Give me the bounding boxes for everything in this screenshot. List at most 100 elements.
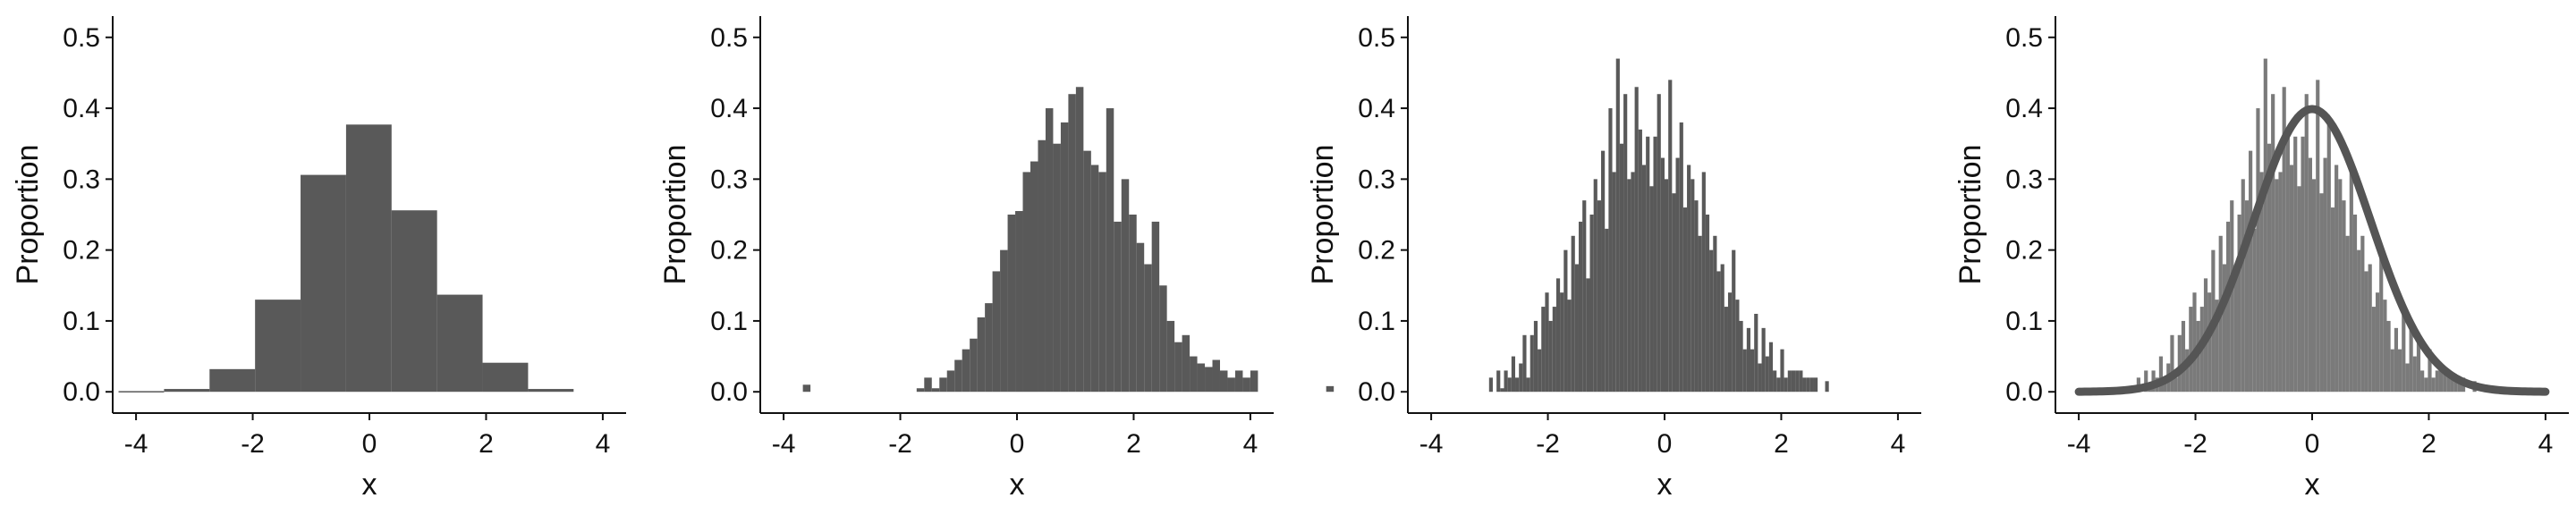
histogram-bar: [1212, 359, 1220, 393]
y-tick-label: 0.4: [710, 94, 748, 123]
histogram-bar: [1582, 200, 1587, 393]
histogram-bar: [1631, 172, 1635, 393]
histogram-bar: [2360, 235, 2365, 393]
y-tick-label: 0.0: [63, 377, 100, 407]
histogram-bar: [1068, 94, 1076, 393]
histogram-bar: [1732, 249, 1736, 393]
x-tick-label: -2: [888, 429, 912, 459]
histogram-bar: [1522, 334, 1527, 393]
y-tick-label: 0.2: [63, 236, 100, 266]
y-tick-label: 0.2: [710, 236, 748, 266]
histogram-bar: [1754, 314, 1758, 393]
histogram-bar: [1668, 80, 1673, 393]
histogram-bar: [1538, 349, 1542, 393]
histogram-bar: [2267, 143, 2272, 393]
y-tick-label: 0.1: [63, 307, 100, 336]
histogram-bar: [1545, 292, 1549, 393]
histogram-bar: [2222, 264, 2226, 393]
histogram-bar: [1045, 108, 1054, 393]
histogram-bar: [482, 362, 529, 393]
histogram-bar: [2398, 349, 2402, 393]
histogram-bar: [2297, 186, 2301, 393]
histogram-bar: [2278, 172, 2283, 393]
histogram-bar: [1634, 87, 1639, 393]
histogram-bar: [1205, 367, 1213, 393]
histogram-bar: [916, 388, 925, 393]
histogram-bar: [2443, 370, 2447, 393]
histogram-bar: [2259, 172, 2264, 393]
histogram-bar: [1136, 242, 1145, 393]
y-tick-label: 0.5: [2005, 23, 2043, 53]
histogram-bar: [1795, 370, 1800, 393]
histogram-bar: [1219, 370, 1228, 393]
histogram-bar: [1665, 179, 1669, 393]
histogram-bar: [1574, 264, 1579, 393]
histogram-bar: [2271, 94, 2275, 393]
y-tick-label: 0.4: [1358, 94, 1395, 123]
histogram-bar: [2249, 150, 2253, 393]
histogram-bar: [528, 389, 574, 393]
histogram-bar: [1735, 300, 1740, 393]
y-tick-label: 0.2: [1358, 236, 1395, 266]
histogram-bar: [1519, 363, 1523, 393]
histogram-bar: [1780, 349, 1784, 393]
histogram-bar: [1504, 370, 1508, 393]
histogram-bar: [1705, 215, 1710, 393]
histogram-bar: [2308, 157, 2312, 393]
x-tick-label: 4: [1891, 429, 1906, 459]
histogram-bar: [2263, 58, 2267, 393]
y-tick-label: 0.5: [1358, 23, 1395, 53]
histogram-bar: [1526, 377, 1530, 393]
y-tick-label: 0.3: [1358, 165, 1395, 194]
histogram-bar: [1720, 264, 1724, 393]
histogram-bar: [1098, 172, 1106, 393]
y-tick-label: 0.5: [710, 23, 748, 53]
histogram-bar: [2323, 157, 2327, 393]
histogram-bar: [1552, 307, 1556, 393]
histogram-bar: [1015, 211, 1023, 393]
histogram-bar: [1672, 193, 1676, 393]
histogram-bar: [1615, 58, 1620, 393]
histogram-bar: [1802, 377, 1807, 393]
histogram-bar: [436, 294, 483, 393]
histogram-bar: [1649, 186, 1654, 393]
histogram-bar: [1488, 377, 1493, 393]
histogram-bar: [1022, 172, 1030, 393]
histogram-bar: [1182, 334, 1191, 393]
histogram-bar: [345, 124, 392, 393]
histogram-bar: [2230, 200, 2234, 393]
histogram-bar: [2368, 264, 2372, 393]
histogram-bar: [2446, 370, 2451, 393]
histogram-bar: [2316, 80, 2320, 393]
histogram-bar: [2338, 179, 2343, 393]
histogram-bar: [1250, 370, 1258, 393]
x-tick-label: 2: [1126, 429, 1141, 459]
histogram-bar: [2402, 314, 2406, 393]
histogram-bar: [2177, 334, 2182, 393]
histogram-bar: [2409, 327, 2413, 393]
y-tick-label: 0.1: [1358, 307, 1395, 336]
x-tick-label: 2: [2421, 429, 2436, 459]
histogram-bar: [2170, 334, 2174, 393]
histogram-bar: [2424, 377, 2428, 393]
x-tick-label: -2: [2183, 429, 2207, 459]
histogram-bar: [1605, 228, 1609, 393]
histogram-bar: [391, 210, 437, 393]
histogram-bar: [1608, 108, 1613, 393]
histogram-bar: [1742, 349, 1747, 393]
chart-panel-1: 0.0 0.1 0.2 0.3 0.4 0.5 -4 -2 0 2 4 x Proportion: [11, 16, 626, 502]
histogram-bar: [1619, 143, 1624, 393]
histogram-bar: [1597, 200, 1602, 393]
histogram-bar: [2207, 292, 2212, 393]
histogram-bar: [1758, 363, 1762, 393]
histogram-bar: [1690, 179, 1695, 393]
histogram-bar: [209, 368, 256, 393]
histogram-bar: [1784, 377, 1788, 393]
y-tick-label: 0.4: [2005, 94, 2043, 123]
histogram-bar: [1627, 179, 1631, 393]
histogram-bar: [1555, 278, 1561, 393]
x-tick-label: 4: [2538, 429, 2554, 459]
histogram-bar: [2181, 320, 2186, 393]
histogram-bar: [2435, 370, 2439, 393]
